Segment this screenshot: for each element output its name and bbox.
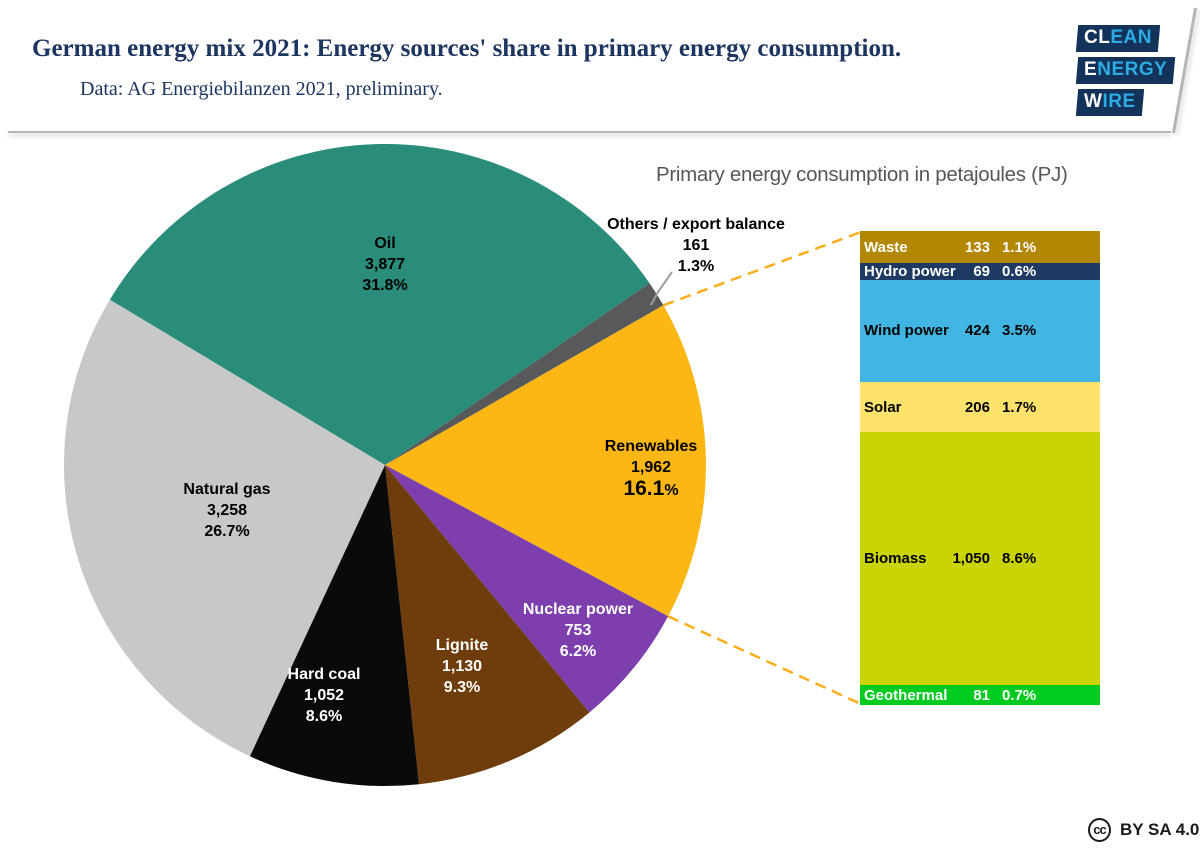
bar-segment-geothermal: Geothermal 81 0.7% bbox=[860, 685, 1100, 705]
bar-segment-label: Solar bbox=[864, 398, 902, 416]
bar-segment-pct: 0.6% bbox=[1002, 262, 1037, 280]
pie-slice-oil bbox=[109, 143, 650, 465]
bar-segment-label: Biomass bbox=[864, 550, 927, 568]
license-badge: cc BY SA 4.0 bbox=[1088, 818, 1199, 842]
clean-energy-wire-logo: CLEAN ENERGY WIRE bbox=[1075, 25, 1176, 121]
bar-segment-label: Geothermal bbox=[864, 686, 948, 704]
bar-segment-label: Wind power bbox=[864, 322, 949, 340]
bar-segment-value: 69 bbox=[973, 262, 990, 280]
bar-segment-value: 424 bbox=[964, 322, 990, 340]
pie-label-natural-gas: Natural gas 3,258 26.7% bbox=[183, 481, 271, 540]
bar-segment-solar: Solar 206 1.7% bbox=[860, 382, 1100, 432]
pie-slice-natural-gas bbox=[63, 299, 386, 757]
cc-icon: cc bbox=[1088, 818, 1111, 842]
renewables-breakdown-bar: Waste 133 1.1% Hydro power 69 0.6% Wind power 4… bbox=[860, 231, 1100, 705]
logo-word: CLEAN bbox=[1075, 25, 1161, 52]
bar-segment-waste: Waste 133 1.1% bbox=[860, 231, 1100, 264]
bar-segment-value: 206 bbox=[964, 398, 990, 416]
license-text: BY SA 4.0 bbox=[1120, 820, 1200, 839]
pie-slice-others-export-balance bbox=[385, 283, 664, 465]
bar-segment-pct: 8.6% bbox=[1002, 550, 1037, 568]
bar-segment-value: 1,050 bbox=[952, 550, 990, 568]
bar-segment-pct: 1.7% bbox=[1002, 398, 1037, 416]
bar-segment-wind-power: Wind power 424 3.5% bbox=[860, 279, 1100, 383]
breakdown-connector-bottom bbox=[667, 615, 862, 706]
others-label-pct: 1.3% bbox=[677, 258, 715, 275]
pie-label-lignite: Lignite 1,130 9.3% bbox=[435, 637, 489, 696]
pie-label-renewables: Renewables 1,962 16.1% bbox=[604, 438, 698, 500]
bar-segment-value: 133 bbox=[964, 238, 990, 256]
pie-slice-lignite bbox=[385, 465, 590, 785]
pie-label-hard-coal: Hard coal 1,052 8.6% bbox=[287, 666, 361, 725]
pie-label-others-export-balance: Others / export balance 161 1.3% bbox=[596, 214, 796, 277]
pie-label-oil: Oil 3,877 31.8% bbox=[362, 235, 408, 294]
header-divider bbox=[8, 131, 1171, 133]
logo-word: WIRE bbox=[1075, 89, 1144, 116]
bar-segment-pct: 1.1% bbox=[1002, 238, 1037, 256]
bar-segment-pct: 0.7% bbox=[1002, 686, 1037, 704]
others-label-name: Others / export balance bbox=[607, 216, 785, 233]
pie-slice-hard-coal bbox=[249, 465, 419, 787]
bar-segment-label: Hydro power bbox=[864, 262, 956, 280]
pie-label-nuclear-power: Nuclear power 753 6.2% bbox=[522, 601, 634, 660]
logo-word: ENERGY bbox=[1075, 57, 1176, 84]
bar-segment-pct: 3.5% bbox=[1002, 322, 1037, 340]
bar-segment-biomass: Biomass 1,050 8.6% bbox=[860, 431, 1100, 686]
chart-headline: German energy mix 2021: Energy sources' … bbox=[32, 35, 902, 62]
pie-slice-renewables bbox=[385, 305, 706, 617]
pie-slice-nuclear-power bbox=[385, 465, 669, 713]
bar-segment-label: Waste bbox=[864, 238, 908, 256]
bar-segment-value: 81 bbox=[973, 686, 990, 704]
data-source-note: Data: AG Energiebilanzen 2021, prelimina… bbox=[80, 78, 443, 100]
others-label-value: 161 bbox=[682, 237, 710, 254]
others-callout-line bbox=[650, 271, 673, 306]
bar-segment-hydro-power: Hydro power 69 0.6% bbox=[860, 263, 1100, 280]
bar-chart-title: Primary energy consumption in petajoules… bbox=[656, 163, 1068, 186]
header: German energy mix 2021: Energy sources' … bbox=[0, 0, 1200, 131]
